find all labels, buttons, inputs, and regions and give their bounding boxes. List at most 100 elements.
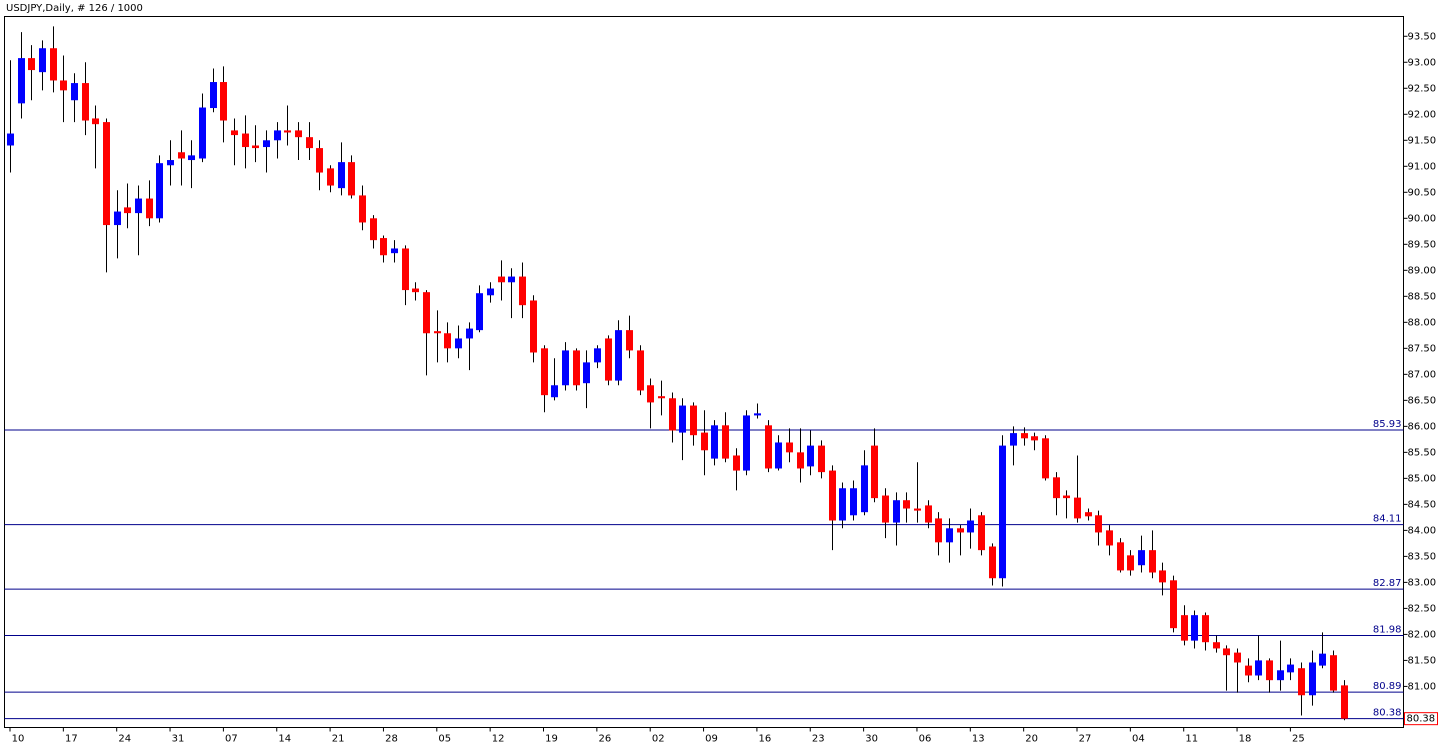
x-tick-label: 17 (65, 734, 78, 745)
level-label: 84.11 (1373, 514, 1402, 525)
y-tick-label: 81.00 (1408, 681, 1437, 692)
candle-body (711, 425, 718, 459)
y-tick-label: 86.50 (1408, 395, 1437, 406)
candle-body (1266, 660, 1273, 681)
candle-body (1074, 497, 1081, 519)
candle-body (775, 442, 782, 469)
y-tick-label: 91.50 (1408, 135, 1437, 146)
candle-body (871, 445, 878, 499)
x-tick-label: 06 (919, 734, 932, 745)
candle-body (295, 130, 302, 138)
candle-body (722, 425, 729, 459)
level-label: 80.38 (1373, 708, 1402, 719)
x-tick-label: 20 (1025, 734, 1038, 745)
candle-body (903, 500, 910, 509)
candle-body (807, 445, 814, 467)
candle-body (1287, 664, 1294, 673)
y-tick-label: 84.00 (1408, 525, 1437, 536)
candle-body (348, 162, 355, 196)
candle-body (1213, 642, 1220, 649)
candle-body (1255, 660, 1262, 676)
x-tick-label: 31 (172, 734, 185, 745)
candle-body (1010, 433, 1017, 446)
candle-body (28, 58, 35, 71)
candle-body (658, 396, 665, 399)
candle-body (316, 148, 323, 173)
candle-body (1127, 555, 1134, 571)
candle-body (199, 107, 206, 159)
candle-body (306, 137, 313, 149)
candle-body (434, 331, 441, 334)
x-tick-label: 26 (598, 734, 611, 745)
candle-body (935, 518, 942, 543)
candle-body (146, 198, 153, 219)
candle-body (626, 330, 633, 351)
y-tick-label: 93.00 (1408, 57, 1437, 68)
candle-body (1341, 685, 1348, 719)
candle-body (1042, 438, 1049, 479)
candle-body (999, 445, 1006, 579)
candle-body (391, 248, 398, 254)
x-tick-label: 10 (12, 734, 25, 745)
y-tick-label: 89.50 (1408, 239, 1437, 250)
candle-body (1170, 580, 1177, 629)
x-tick-label: 25 (1292, 734, 1305, 745)
candle-body (210, 82, 217, 109)
candle-body (274, 130, 281, 141)
candle-body (476, 293, 483, 331)
candle-body (263, 140, 270, 148)
y-tick-label: 93.50 (1408, 31, 1437, 42)
candle-body (60, 80, 67, 91)
candle-body (167, 160, 174, 166)
x-tick-label: 04 (1132, 734, 1145, 745)
candle-body (50, 48, 57, 81)
candle-body (914, 508, 921, 511)
y-tick-label: 88.50 (1408, 291, 1437, 302)
candle-body (861, 465, 868, 513)
y-tick-label: 90.00 (1408, 213, 1437, 224)
candle-body (989, 546, 996, 579)
candle-body (1063, 495, 1070, 499)
x-tick-label: 09 (705, 734, 718, 745)
x-tick-label: 16 (759, 734, 772, 745)
y-tick-label: 92.00 (1408, 109, 1437, 120)
candle-body (188, 155, 195, 161)
candle-body (573, 350, 580, 386)
candle-body (1159, 570, 1166, 583)
x-tick-label: 27 (1079, 734, 1092, 745)
candle-body (92, 118, 99, 125)
x-tick-label: 21 (332, 734, 345, 745)
candle-body (679, 405, 686, 433)
candle-body (242, 133, 249, 148)
candle-body (444, 333, 451, 349)
y-tick-label: 85.00 (1408, 473, 1437, 484)
candle-body (1309, 662, 1316, 696)
y-tick-label: 83.50 (1408, 551, 1437, 562)
candle-body (220, 82, 227, 121)
candle-body (743, 415, 750, 471)
candle-body (380, 238, 387, 256)
candle-body (850, 488, 857, 516)
y-tick-label: 86.00 (1408, 421, 1437, 432)
candle-body (1223, 648, 1230, 656)
candle-body (967, 520, 974, 533)
level-label: 82.87 (1373, 578, 1402, 589)
candle-body (327, 168, 334, 186)
candle-body (519, 276, 526, 306)
candle-body (541, 348, 548, 396)
candle-body (893, 500, 900, 523)
x-tick-label: 28 (385, 734, 398, 745)
candle-body (733, 455, 740, 471)
candle-body (423, 292, 430, 334)
candle-body (39, 48, 46, 73)
candle-body (551, 385, 558, 398)
candle-body (135, 198, 142, 214)
y-tick-label: 90.50 (1408, 187, 1437, 198)
x-tick-label: 30 (865, 734, 878, 745)
x-tick-label: 24 (118, 734, 131, 745)
candle-body (359, 195, 366, 223)
price-box-label: 80.38 (1407, 714, 1436, 725)
candle-body (1031, 436, 1038, 441)
y-tick-label: 87.50 (1408, 343, 1437, 354)
candle-body (1106, 530, 1113, 546)
